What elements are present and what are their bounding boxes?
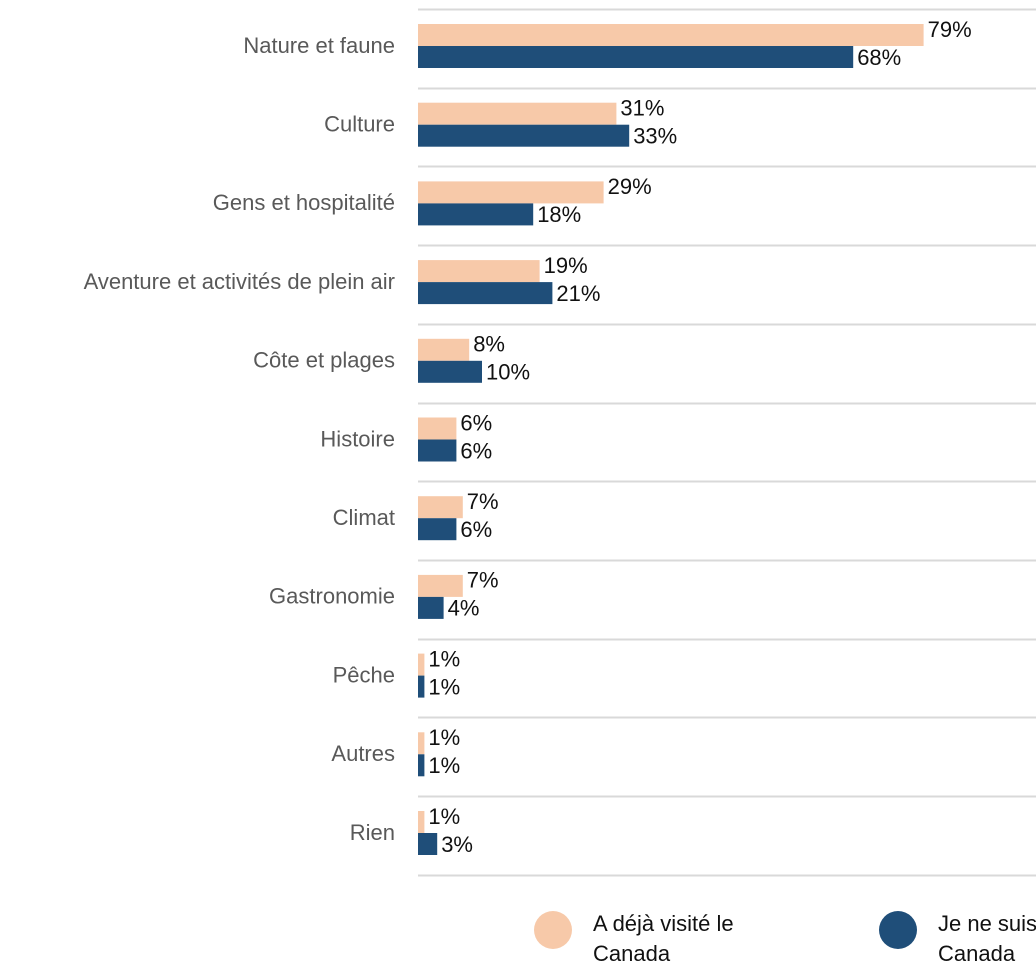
bar-visited-rien <box>418 811 425 833</box>
value-label-visited-climat: 7% <box>467 489 499 514</box>
legend-line: Canada <box>593 941 671 966</box>
bars <box>418 24 924 855</box>
bar-never-visited-gastronomie <box>418 596 444 619</box>
category-label-histoire: Histoire <box>320 426 395 451</box>
bar-never-visited-climat <box>418 518 457 541</box>
value-label-visited-autres: 1% <box>428 725 460 750</box>
bar-visited-cote-et-plages <box>418 338 470 361</box>
value-label-visited-histoire: 6% <box>460 410 492 435</box>
value-label-never-visited-aventure-et-activites-de-plein-air: 21% <box>556 281 600 306</box>
legend-label-visited: A déjà visité le Canada <box>593 911 734 966</box>
category-label-cote-et-plages: Côte et plages <box>253 348 395 373</box>
value-label-visited-cote-et-plages: 8% <box>473 332 505 357</box>
legend-line: Canada <box>938 941 1016 966</box>
value-label-visited-gens-et-hospitalite: 29% <box>608 174 652 199</box>
value-label-visited-gastronomie: 7% <box>467 568 499 593</box>
category-labels: Nature et faune Culture Gens et hospitalit… <box>84 33 395 845</box>
bar-visited-culture <box>418 102 617 125</box>
bar-visited-gastronomie <box>418 574 463 597</box>
bar-never-visited-gens-et-hospitalite <box>418 203 534 226</box>
value-label-never-visited-culture: 33% <box>633 124 677 149</box>
bar-never-visited-culture <box>418 124 630 147</box>
bar-never-visited-peche <box>418 675 425 698</box>
bar-never-visited-nature-et-faune <box>418 46 854 68</box>
category-label-rien: Rien <box>350 820 395 845</box>
category-label-culture: Culture <box>324 112 395 137</box>
bar-visited-climat <box>418 496 463 519</box>
category-label-autres: Autres <box>331 741 395 766</box>
value-label-never-visited-rien: 3% <box>441 832 473 857</box>
bar-never-visited-aventure-et-activites-de-plein-air <box>418 282 553 305</box>
legend-label-never-visited: Je ne suis jamais allé au Canada <box>938 911 1036 966</box>
value-label-never-visited-peche: 1% <box>428 674 460 699</box>
bar-visited-histoire <box>418 417 457 440</box>
value-label-never-visited-gens-et-hospitalite: 18% <box>537 202 581 227</box>
category-label-gastronomie: Gastronomie <box>269 584 395 609</box>
category-label-nature-et-faune: Nature et faune <box>243 33 395 58</box>
bar-never-visited-cote-et-plages <box>418 360 482 383</box>
bar-never-visited-rien <box>418 833 438 855</box>
value-label-visited-aventure-et-activites-de-plein-air: 19% <box>544 253 588 278</box>
value-label-visited-rien: 1% <box>428 804 460 829</box>
legend-line: A déjà visité le <box>593 911 734 936</box>
legend-marker-never-visited <box>879 911 917 949</box>
value-label-never-visited-autres: 1% <box>428 753 460 778</box>
legend-marker-visited <box>534 911 572 949</box>
category-label-climat: Climat <box>333 505 395 530</box>
category-label-gens-et-hospitalite: Gens et hospitalité <box>213 190 395 215</box>
bar-never-visited-histoire <box>418 439 457 462</box>
bar-visited-autres <box>418 732 425 755</box>
bar-never-visited-autres <box>418 754 425 777</box>
value-label-never-visited-climat: 6% <box>460 517 492 542</box>
value-label-visited-culture: 31% <box>620 96 664 121</box>
bar-visited-gens-et-hospitalite <box>418 181 604 204</box>
category-label-aventure-et-activites-de-plein-air: Aventure et activités de plein air <box>84 269 395 294</box>
bar-visited-aventure-et-activites-de-plein-air <box>418 260 540 283</box>
value-label-never-visited-gastronomie: 4% <box>448 596 480 621</box>
value-labels: 79% 68% 31% 33% 29% 18% 19% 21% 8% 10% 6% 6% 7% 6% 7% 4… <box>428 17 971 857</box>
value-label-never-visited-nature-et-faune: 68% <box>857 45 901 70</box>
value-label-visited-nature-et-faune: 79% <box>928 17 972 42</box>
value-label-visited-peche: 1% <box>428 646 460 671</box>
value-label-never-visited-histoire: 6% <box>460 438 492 463</box>
value-label-never-visited-cote-et-plages: 10% <box>486 360 530 385</box>
legend-line: Je ne suis jamais allé au <box>938 911 1036 936</box>
bar-visited-nature-et-faune <box>418 24 924 46</box>
category-label-peche: Pêche <box>333 662 395 687</box>
bar-visited-peche <box>418 653 425 676</box>
gridlines <box>418 8 1036 877</box>
